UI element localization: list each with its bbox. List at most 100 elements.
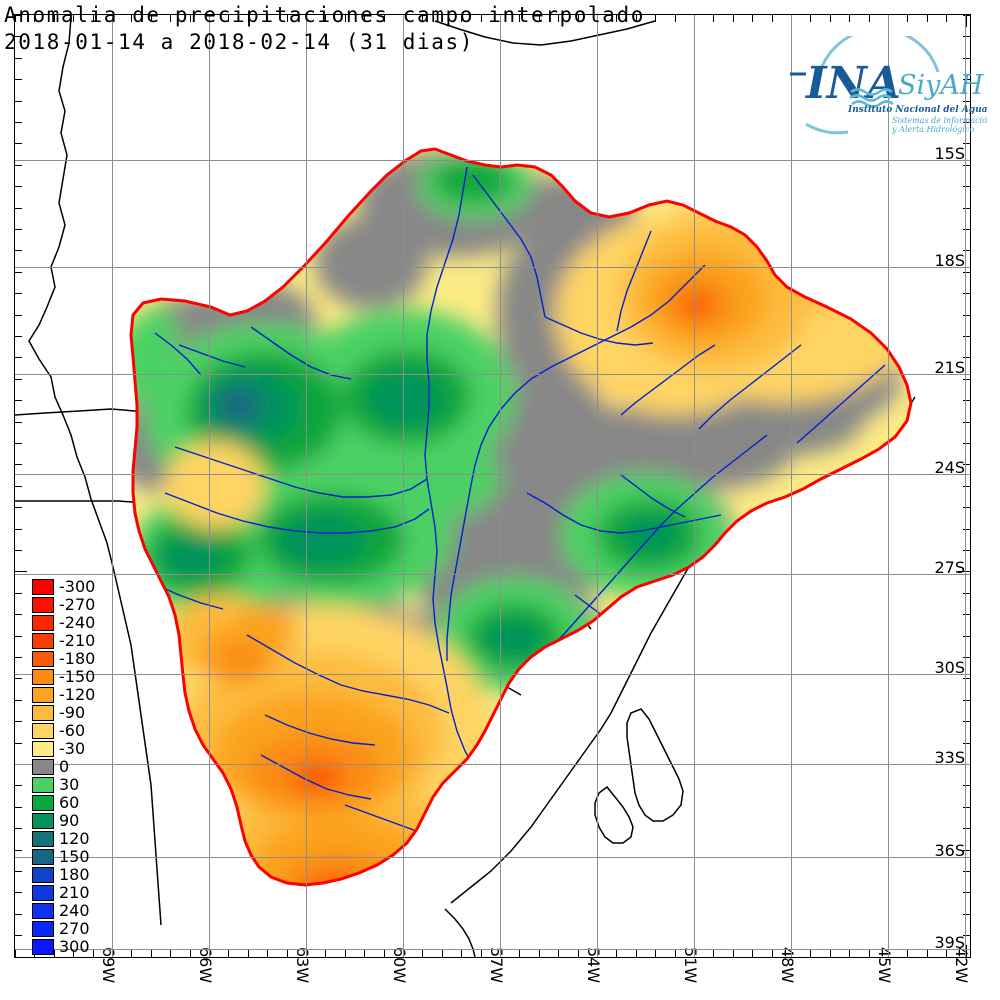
tick-mark xyxy=(963,657,970,658)
tick-mark xyxy=(849,15,850,22)
tick-mark xyxy=(963,208,970,209)
tick-mark xyxy=(170,15,171,22)
legend-swatch xyxy=(32,885,54,901)
tick-mark xyxy=(907,950,908,957)
tick-mark xyxy=(752,15,753,22)
tick-mark xyxy=(15,721,22,722)
tick-mark xyxy=(54,950,55,957)
tick-mark xyxy=(963,700,970,701)
tick-mark xyxy=(15,186,22,187)
tick-mark xyxy=(190,15,191,22)
gridline-vertical xyxy=(694,15,695,957)
tick-mark xyxy=(963,914,970,915)
tick-mark xyxy=(325,15,326,22)
tick-mark xyxy=(966,945,967,957)
tick-mark xyxy=(963,250,970,251)
tick-mark xyxy=(713,950,714,957)
legend-swatch xyxy=(32,669,54,685)
legend-label: 210 xyxy=(59,883,90,902)
tick-mark xyxy=(810,15,811,22)
tick-mark xyxy=(752,950,753,957)
tick-mark xyxy=(15,743,22,744)
tick-mark xyxy=(15,529,22,530)
gridline-horizontal xyxy=(15,374,970,375)
tick-mark xyxy=(15,208,22,209)
legend-label: -30 xyxy=(59,739,86,758)
tick-mark xyxy=(963,743,970,744)
tick-mark xyxy=(93,15,94,22)
tick-mark xyxy=(636,950,637,957)
tick-mark xyxy=(578,950,579,957)
tick-mark xyxy=(287,950,288,957)
legend-swatch xyxy=(32,813,54,829)
svg-text:y Alerta Hidrológico: y Alerta Hidrológico xyxy=(891,125,974,134)
legend-label: 300 xyxy=(59,937,90,956)
legend-entry: -30 xyxy=(32,740,95,758)
tick-mark xyxy=(267,15,268,22)
tick-mark xyxy=(675,950,676,957)
tick-mark xyxy=(636,15,637,22)
y-tick-label: 15S xyxy=(934,144,965,163)
tick-mark xyxy=(772,15,773,22)
y-tick-label: 21S xyxy=(934,358,965,377)
tick-mark xyxy=(15,400,22,401)
legend-label: -90 xyxy=(59,703,86,722)
tick-mark xyxy=(963,892,970,893)
tick-mark xyxy=(15,614,22,615)
legend-entry: 240 xyxy=(32,902,95,920)
legend-swatch xyxy=(32,867,54,883)
tick-mark xyxy=(963,807,970,808)
tick-mark xyxy=(151,15,152,22)
tick-mark xyxy=(655,15,656,22)
legend-label: 150 xyxy=(59,847,90,866)
legend-entry: -300 xyxy=(32,578,95,596)
legend-swatch xyxy=(32,633,54,649)
tick-mark xyxy=(422,15,423,22)
tick-mark xyxy=(963,400,970,401)
tick-mark xyxy=(558,15,559,22)
legend-label: -240 xyxy=(59,613,96,632)
tick-mark xyxy=(558,950,559,957)
tick-mark xyxy=(963,122,970,123)
tick-mark xyxy=(963,935,970,936)
legend-entry: -60 xyxy=(32,722,95,740)
legend-label: -210 xyxy=(59,631,96,650)
legend-label: 60 xyxy=(59,793,80,812)
tick-mark xyxy=(963,464,970,465)
tick-mark xyxy=(655,950,656,957)
tick-mark xyxy=(963,636,970,637)
tick-mark xyxy=(15,950,16,957)
y-tick-label: 33S xyxy=(934,748,965,767)
legend-label: -150 xyxy=(59,667,96,686)
tick-mark xyxy=(15,507,22,508)
legend-entry: 60 xyxy=(32,794,95,812)
legend-swatch xyxy=(32,615,54,631)
tick-mark xyxy=(481,950,482,957)
tick-mark xyxy=(963,315,970,316)
svg-text:SiyAH: SiyAH xyxy=(898,70,984,101)
map-plot-area xyxy=(15,15,970,957)
tick-mark xyxy=(15,871,22,872)
tick-mark xyxy=(15,850,22,851)
legend-entry: 300 xyxy=(32,938,95,956)
tick-mark xyxy=(15,79,22,80)
tick-mark xyxy=(131,15,132,22)
tick-mark xyxy=(190,950,191,957)
legend-label: 270 xyxy=(59,919,90,938)
tick-mark xyxy=(963,58,970,59)
basin-boundary xyxy=(129,147,913,887)
tick-mark xyxy=(15,550,22,551)
tick-mark xyxy=(849,950,850,957)
gridline-vertical xyxy=(791,15,792,957)
tick-mark xyxy=(963,550,970,551)
tick-mark xyxy=(963,293,970,294)
legend-entry: -120 xyxy=(32,686,95,704)
legend-entry: 90 xyxy=(32,812,95,830)
legend-label: -180 xyxy=(59,649,96,668)
tick-mark xyxy=(963,785,970,786)
legend-label: -60 xyxy=(59,721,86,740)
tick-mark xyxy=(364,15,365,22)
anomaly-field xyxy=(131,149,911,885)
tick-mark xyxy=(15,636,22,637)
